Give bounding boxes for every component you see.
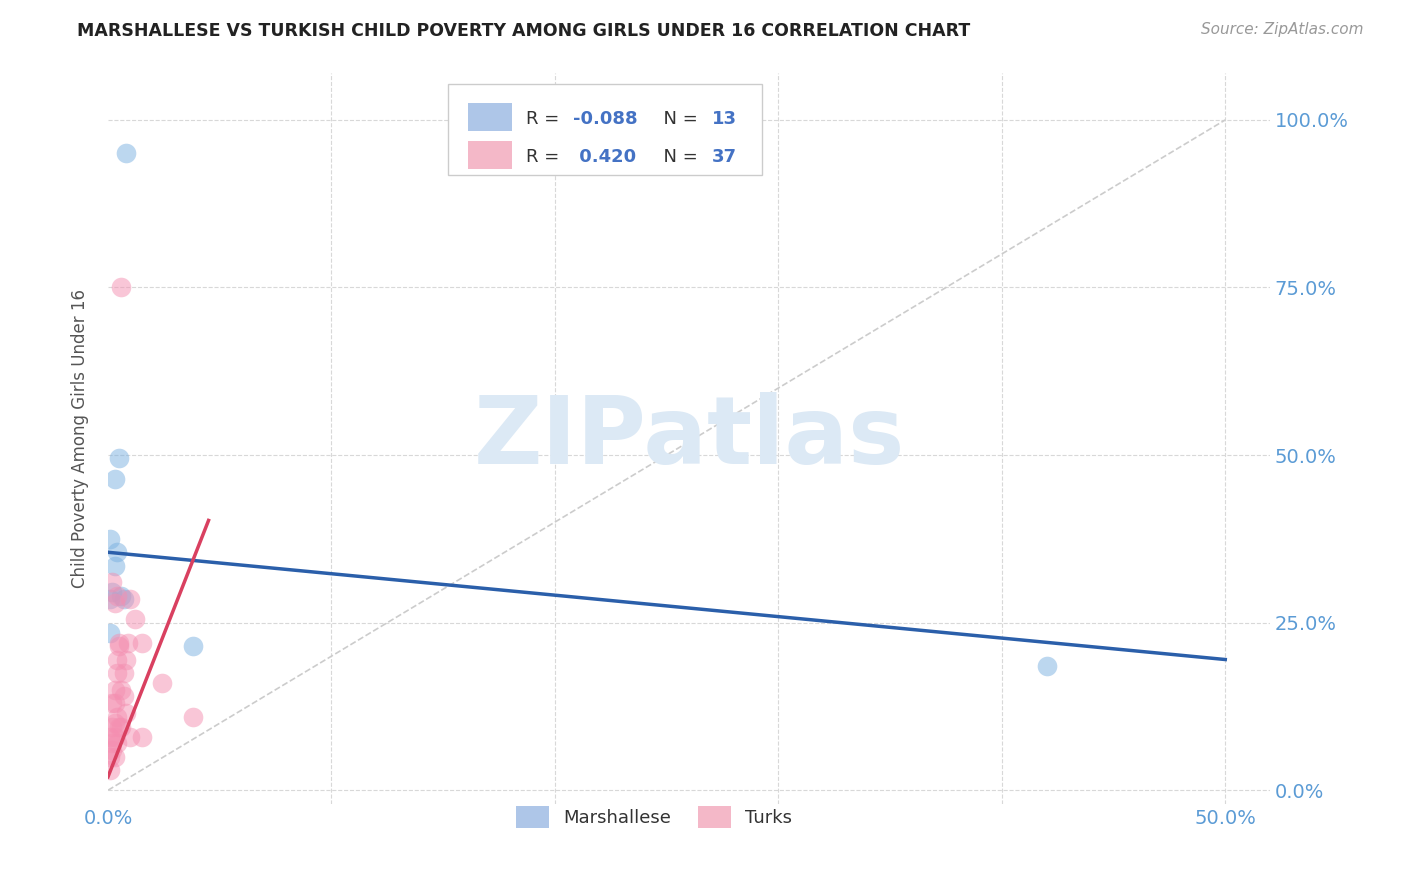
Point (117, 636, 139, 650)
Point (105, 589, 128, 603)
FancyBboxPatch shape (468, 103, 512, 131)
Point (98, 763, 121, 777)
Point (104, 696, 127, 710)
Point (104, 471, 127, 485)
Legend: Marshallese, Turks: Marshallese, Turks (509, 798, 799, 835)
Point (108, 636, 131, 650)
Point (108, 720, 131, 734)
Point (131, 730, 153, 744)
Point (101, 585, 124, 599)
Point (104, 558, 127, 573)
Point (124, 612, 146, 626)
Point (112, 592, 135, 607)
Point (131, 636, 153, 650)
Point (108, 639, 131, 653)
Text: R =: R = (526, 148, 565, 166)
Text: -0.088: -0.088 (572, 110, 637, 128)
Point (110, 720, 132, 734)
Point (1035, 659, 1057, 673)
Point (101, 720, 124, 734)
Point (98, 730, 121, 744)
Y-axis label: Child Poverty Among Girls Under 16: Child Poverty Among Girls Under 16 (72, 289, 89, 588)
Point (115, 652, 138, 666)
Point (104, 682, 127, 697)
Point (105, 652, 128, 666)
Text: ZIPatlas: ZIPatlas (474, 392, 904, 484)
Point (105, 665, 128, 680)
Text: N =: N = (652, 148, 703, 166)
Point (101, 696, 124, 710)
Point (98, 592, 121, 607)
Text: R =: R = (526, 110, 565, 128)
Point (108, 451, 131, 466)
Point (101, 575, 124, 590)
Point (120, 592, 142, 607)
Text: MARSHALLESE VS TURKISH CHILD POVERTY AMONG GIRLS UNDER 16 CORRELATION CHART: MARSHALLESE VS TURKISH CHILD POVERTY AMO… (77, 22, 970, 40)
Point (104, 716, 127, 731)
Text: 0.420: 0.420 (572, 148, 636, 166)
Point (105, 709, 128, 723)
Point (115, 146, 138, 161)
Point (181, 639, 204, 653)
Point (101, 736, 124, 750)
Point (101, 743, 124, 757)
Text: 13: 13 (713, 110, 737, 128)
Text: 37: 37 (713, 148, 737, 166)
Point (120, 730, 142, 744)
Point (115, 706, 138, 721)
Text: N =: N = (652, 110, 703, 128)
Point (98, 625, 121, 640)
Point (110, 280, 132, 294)
Point (98, 532, 121, 546)
Point (181, 709, 204, 723)
Point (112, 665, 135, 680)
Point (104, 596, 127, 610)
Point (112, 690, 135, 704)
Text: Source: ZipAtlas.com: Source: ZipAtlas.com (1201, 22, 1364, 37)
Point (150, 676, 173, 690)
Point (105, 545, 128, 559)
Point (105, 736, 128, 750)
Point (98, 749, 121, 764)
Point (110, 682, 132, 697)
FancyBboxPatch shape (449, 84, 762, 175)
Point (104, 749, 127, 764)
Point (104, 730, 127, 744)
FancyBboxPatch shape (468, 141, 512, 169)
Point (110, 589, 132, 603)
